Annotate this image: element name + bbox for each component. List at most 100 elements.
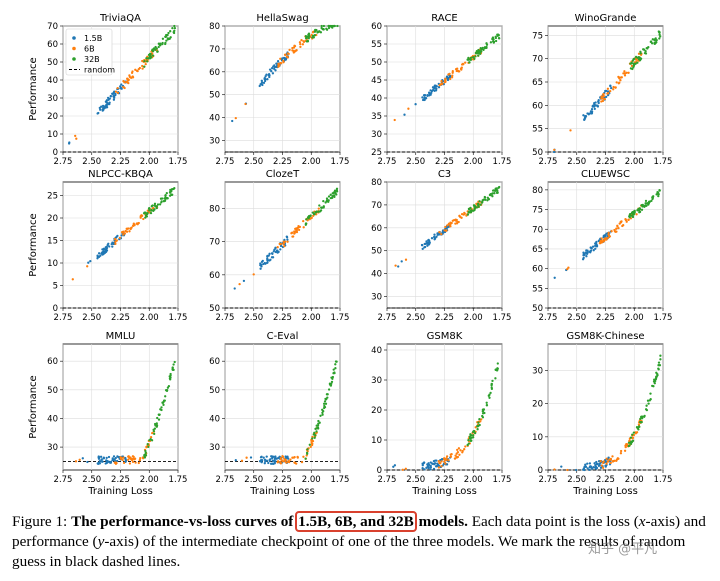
data-point (172, 363, 175, 366)
figure-caption: Figure 1: The performance-vs-loss curves… (12, 511, 712, 572)
data-point (164, 395, 167, 398)
data-point (601, 461, 605, 464)
x-tick-label: 2.75 (539, 475, 558, 485)
data-point (299, 45, 302, 49)
data-point (116, 86, 119, 90)
data-point (454, 67, 458, 71)
data-point (472, 56, 475, 59)
x-tick-label: 2.50 (82, 475, 101, 485)
data-point (265, 73, 268, 76)
data-point (605, 238, 608, 241)
data-point (588, 466, 591, 469)
data-point (158, 203, 162, 206)
data-point (127, 455, 130, 458)
y-tick-label: 55 (532, 125, 543, 135)
data-point (435, 459, 438, 462)
x-tick-label: 1.75 (169, 313, 188, 323)
data-point (471, 209, 475, 212)
data-point (625, 220, 628, 223)
data-point (312, 36, 315, 39)
data-point (102, 248, 105, 251)
data-point (109, 95, 112, 98)
data-point (464, 445, 467, 448)
data-point (433, 233, 436, 236)
data-point (273, 457, 277, 461)
data-point (273, 65, 276, 69)
data-point (131, 460, 135, 464)
data-point (268, 75, 271, 79)
data-point (311, 439, 315, 443)
x-tick-label: 1.75 (654, 157, 673, 167)
data-point (130, 457, 134, 461)
data-point (463, 448, 466, 451)
data-point (497, 34, 500, 37)
data-point (463, 211, 466, 215)
data-point (434, 84, 437, 87)
data-point (137, 67, 140, 71)
data-point (123, 232, 127, 235)
data-point (282, 460, 285, 463)
legend-label: random (84, 66, 115, 75)
data-point (310, 441, 313, 445)
panel-title: GSM8K-Chinese (566, 331, 644, 342)
data-point (449, 221, 452, 224)
y-tick-label: 70 (209, 238, 220, 248)
x-tick-label: 2.25 (435, 157, 454, 167)
data-point (478, 423, 481, 427)
x-tick-label: 2.25 (111, 157, 130, 167)
data-point (89, 259, 92, 263)
data-point (124, 229, 127, 233)
data-point (150, 209, 153, 212)
data-point (606, 87, 610, 90)
data-point (494, 187, 497, 190)
data-point (629, 67, 633, 70)
data-point (492, 38, 495, 41)
data-point (461, 451, 464, 454)
data-point (154, 45, 157, 49)
data-point (495, 369, 499, 372)
panel-title: RACE (431, 13, 458, 24)
data-point (638, 210, 642, 214)
y-tick-label: 60 (532, 101, 543, 111)
y-tick-label: 40 (371, 270, 382, 280)
data-point (119, 86, 122, 89)
data-point (447, 459, 450, 462)
data-point (296, 226, 299, 230)
data-point (116, 91, 120, 95)
data-point (307, 37, 310, 40)
data-point (317, 30, 320, 34)
data-point (297, 228, 301, 232)
data-point (475, 50, 478, 53)
data-point (569, 129, 572, 132)
legend-marker (72, 46, 76, 51)
data-point (440, 80, 443, 83)
data-point (658, 189, 661, 192)
data-point (163, 197, 166, 200)
data-point (437, 460, 440, 463)
x-tick-label: 2.25 (435, 475, 454, 485)
data-point (101, 251, 104, 254)
y-tick-label: 80 (532, 186, 543, 196)
data-point (423, 93, 427, 97)
y-tick-label: 10 (532, 433, 543, 443)
data-point (594, 467, 598, 470)
data-point (591, 467, 594, 470)
data-point (407, 107, 410, 110)
data-point (128, 230, 131, 233)
x-tick-label: 2.00 (625, 475, 644, 485)
data-point (319, 414, 322, 417)
data-point (283, 53, 287, 56)
data-point (261, 83, 264, 87)
data-point (614, 230, 617, 233)
data-point (151, 431, 154, 435)
data-point (623, 70, 626, 73)
data-point (494, 36, 498, 40)
x-tick-label: 2.25 (273, 157, 292, 167)
data-point (137, 461, 140, 465)
data-point (105, 248, 108, 251)
data-point (291, 231, 294, 234)
data-point (445, 457, 448, 460)
data-point (627, 71, 630, 74)
